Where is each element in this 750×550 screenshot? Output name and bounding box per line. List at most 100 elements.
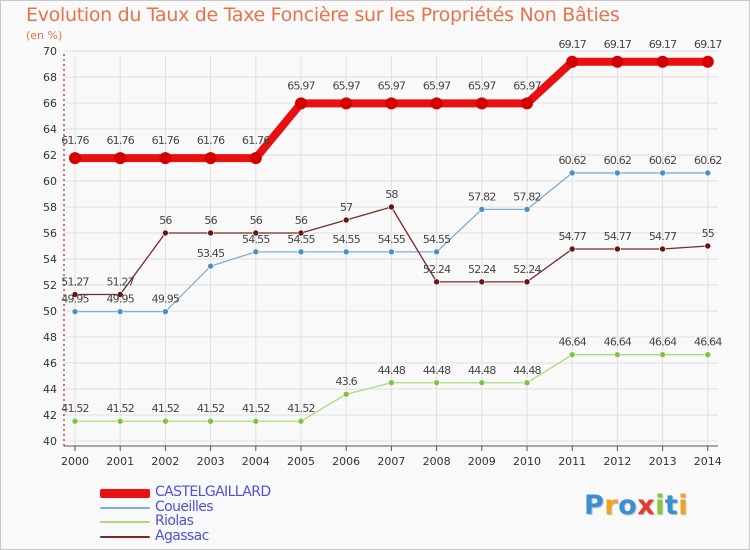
data-point-coueilles [568, 169, 576, 177]
data-point-riolas [162, 417, 169, 425]
data-point-castelgaillard [249, 152, 262, 165]
data-label-agassac: 56 [159, 214, 172, 227]
data-point-coueilles [614, 169, 621, 177]
data-label-coueilles: 54.55 [287, 233, 315, 246]
data-point-riolas [388, 379, 395, 387]
y-tick-label: 42 [43, 409, 57, 422]
logo-letter: r [604, 490, 619, 521]
data-label-castelgaillard: 61.76 [152, 134, 180, 147]
data-label-castelgaillard: 69.17 [604, 38, 632, 51]
data-label-castelgaillard: 69.17 [649, 38, 677, 51]
data-point-coueilles [252, 248, 260, 256]
logo-letter: i [678, 490, 689, 521]
legend-label-riolas: Riolas [155, 513, 194, 529]
data-label-riolas: 46.64 [649, 336, 677, 349]
data-point-castelgaillard [204, 152, 217, 165]
data-label-castelgaillard: 65.97 [423, 79, 451, 92]
data-label-coueilles: 53.45 [197, 247, 225, 260]
y-tick-label: 70 [43, 45, 57, 58]
data-label-agassac: 52.24 [513, 263, 541, 276]
x-tick-label: 2003 [197, 455, 225, 468]
axes: 40 42 44 46 48 50 52 54 56 58 60 62 64 66 68 70 2000 2001… [43, 45, 722, 468]
data-label-riolas: 41.52 [61, 402, 89, 415]
data-point-coueilles [704, 169, 712, 177]
data-label-coueilles: 54.55 [242, 233, 270, 246]
data-point-castelgaillard [340, 97, 353, 110]
data-point-castelgaillard [114, 152, 127, 165]
data-point-coueilles [116, 308, 124, 315]
data-label-riolas: 41.52 [287, 402, 315, 415]
data-point-coueilles [342, 248, 350, 256]
proxiti-logo: Proxiti [584, 490, 688, 521]
y-tick-label: 58 [43, 201, 57, 214]
data-label-riolas: 44.48 [378, 364, 406, 377]
x-tick-label: 2005 [287, 455, 315, 468]
data-label-castelgaillard: 69.17 [558, 38, 586, 51]
data-point-agassac [433, 278, 440, 286]
data-point-riolas [71, 417, 79, 425]
data-point-agassac [342, 216, 350, 224]
data-label-castelgaillard: 61.76 [242, 134, 270, 147]
data-point-coueilles [659, 169, 666, 177]
data-point-riolas [342, 390, 350, 398]
chart-title: Evolution du Taux de Taxe Foncière sur l… [26, 4, 620, 26]
logo-letter: o [618, 490, 638, 521]
data-label-riolas: 44.48 [468, 364, 496, 377]
legend-item-castelgaillard: CASTELGAILLARD [100, 484, 400, 500]
data-label-coueilles: 49.95 [61, 293, 89, 306]
data-label-coueilles: 54.55 [423, 233, 451, 246]
data-point-coueilles [388, 248, 395, 256]
data-point-castelgaillard [475, 97, 488, 110]
x-tick-label: 2002 [151, 455, 179, 468]
x-tick-label: 2014 [694, 455, 722, 468]
data-point-riolas [704, 351, 712, 358]
data-label-coueilles: 54.55 [378, 233, 406, 246]
data-point-agassac [116, 291, 124, 298]
data-point-castelgaillard [69, 152, 81, 165]
data-label-castelgaillard: 65.97 [287, 79, 315, 92]
x-tick-label: 2000 [61, 455, 89, 468]
data-point-coueilles [297, 248, 305, 256]
data-point-agassac [614, 245, 621, 253]
data-label-agassac: 57 [340, 201, 353, 214]
data-label-castelgaillard: 61.76 [61, 134, 89, 147]
data-point-coueilles [71, 308, 79, 315]
data-label-coueilles: 60.62 [694, 154, 722, 167]
data-label-castelgaillard: 69.17 [694, 38, 722, 51]
data-label-agassac: 56 [295, 214, 308, 227]
data-point-castelgaillard [566, 55, 579, 68]
data-label-castelgaillard: 65.97 [468, 79, 496, 92]
x-tick-label: 2001 [106, 455, 134, 468]
data-label-agassac: 51.27 [106, 275, 134, 288]
data-label-agassac: 52.24 [423, 263, 451, 276]
y-tick-label: 52 [43, 279, 57, 292]
legend-swatch-castelgaillard [100, 488, 150, 498]
data-point-agassac [207, 229, 214, 237]
data-point-riolas [478, 379, 486, 387]
data-point-coueilles [523, 206, 531, 213]
legend-item-agassac: Agassac [100, 528, 400, 544]
data-point-agassac [297, 229, 305, 237]
logo-letter: x [637, 490, 656, 521]
data-label-riolas: 46.64 [694, 336, 722, 349]
data-point-coueilles [207, 262, 214, 270]
x-tick-label: 2010 [513, 455, 541, 468]
legend-swatch-riolas [100, 521, 150, 523]
data-point-agassac [523, 278, 531, 286]
x-tick-label: 2013 [649, 455, 677, 468]
data-point-coueilles [162, 308, 169, 315]
data-label-coueilles: 60.62 [558, 154, 586, 167]
x-tick-label: 2011 [558, 455, 586, 468]
y-tick-label: 40 [43, 435, 57, 448]
data-point-castelgaillard [159, 152, 172, 165]
data-label-riolas: 46.64 [558, 336, 586, 349]
y-tick-label: 62 [43, 149, 57, 162]
data-label-coueilles: 57.82 [513, 190, 541, 203]
y-tick-label: 48 [43, 331, 57, 344]
data-label-agassac: 56 [204, 214, 217, 227]
data-label-coueilles: 49.95 [152, 293, 180, 306]
data-label-coueilles: 49.95 [106, 293, 134, 306]
data-label-agassac: 54.77 [604, 230, 632, 243]
x-tick-label: 2007 [377, 455, 405, 468]
